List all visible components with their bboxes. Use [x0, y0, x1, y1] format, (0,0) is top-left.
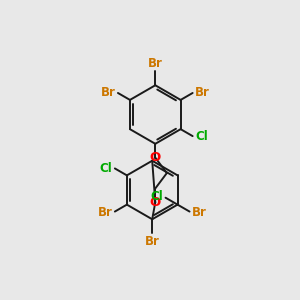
- Text: O: O: [150, 151, 161, 164]
- Text: Cl: Cl: [151, 190, 163, 203]
- Text: Br: Br: [195, 86, 210, 99]
- Text: Br: Br: [101, 86, 116, 99]
- Text: Cl: Cl: [195, 130, 208, 142]
- Text: Br: Br: [98, 206, 112, 219]
- Text: O: O: [150, 196, 161, 209]
- Text: Br: Br: [145, 235, 160, 248]
- Text: Br: Br: [192, 206, 207, 219]
- Text: Br: Br: [148, 57, 163, 70]
- Text: Cl: Cl: [100, 162, 112, 175]
